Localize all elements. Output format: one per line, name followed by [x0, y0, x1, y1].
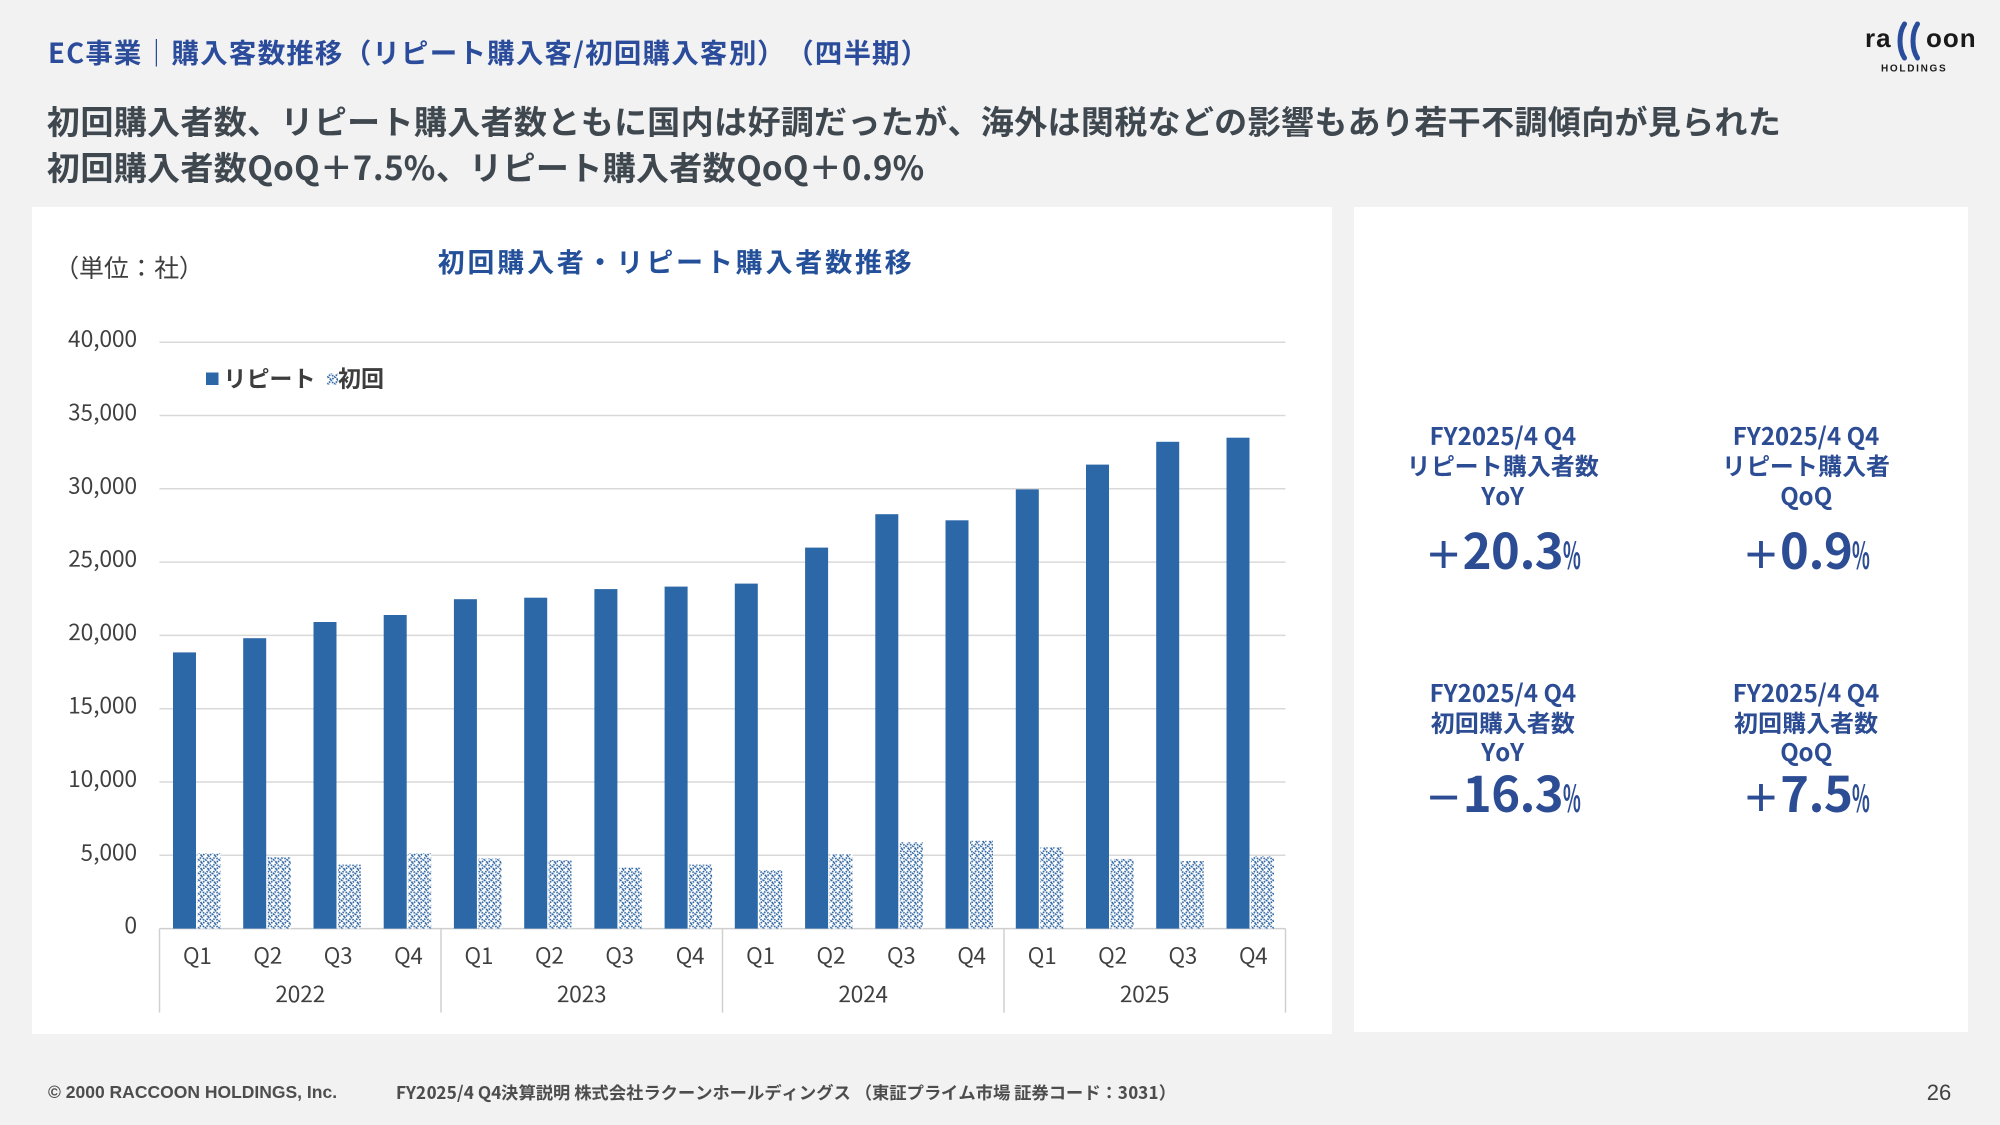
svg-text:Q2: Q2	[535, 939, 564, 971]
svg-text:oon: oon	[1926, 23, 1977, 53]
svg-text:15,000: 15,000	[68, 689, 137, 721]
svg-text:HOLDINGS: HOLDINGS	[1881, 64, 1947, 75]
svg-text:（単位：社）: （単位：社）	[54, 249, 204, 285]
svg-text:Q2: Q2	[1098, 939, 1127, 971]
svg-text:2025: 2025	[1120, 978, 1170, 1010]
svg-text:Q4: Q4	[1239, 939, 1268, 971]
svg-text:Q3: Q3	[605, 939, 634, 971]
svg-text:Q1: Q1	[1028, 939, 1057, 971]
svg-text:2024: 2024	[838, 978, 888, 1010]
svg-text:40,000: 40,000	[68, 322, 137, 354]
svg-text:Q4: Q4	[957, 939, 986, 971]
svg-text:5,000: 5,000	[81, 835, 137, 867]
svg-text:25,000: 25,000	[68, 542, 137, 574]
svg-text:初回購入者・リピート購入者数推移: 初回購入者・リピート購入者数推移	[438, 241, 915, 280]
svg-text:Q4: Q4	[676, 939, 705, 971]
svg-text:ra: ra	[1865, 23, 1892, 53]
svg-text:Q3: Q3	[1168, 939, 1197, 971]
svg-text:Q2: Q2	[816, 939, 845, 971]
svg-text:Q4: Q4	[394, 939, 423, 971]
svg-text:30,000: 30,000	[68, 469, 137, 501]
svg-text:35,000: 35,000	[68, 396, 137, 428]
svg-text:初回: 初回	[338, 360, 384, 394]
svg-text:2022: 2022	[275, 978, 325, 1010]
svg-text:0: 0	[125, 909, 138, 941]
svg-text:Q1: Q1	[464, 939, 493, 971]
svg-text:10,000: 10,000	[68, 762, 137, 794]
svg-text:Q2: Q2	[253, 939, 282, 971]
svg-text:Q3: Q3	[324, 939, 353, 971]
svg-text:2023: 2023	[557, 978, 607, 1010]
svg-text:20,000: 20,000	[68, 615, 137, 647]
svg-text:リピート: リピート	[224, 360, 316, 394]
svg-text:Q1: Q1	[746, 939, 775, 971]
svg-text:Q3: Q3	[887, 939, 916, 971]
svg-text:Q1: Q1	[183, 939, 212, 971]
